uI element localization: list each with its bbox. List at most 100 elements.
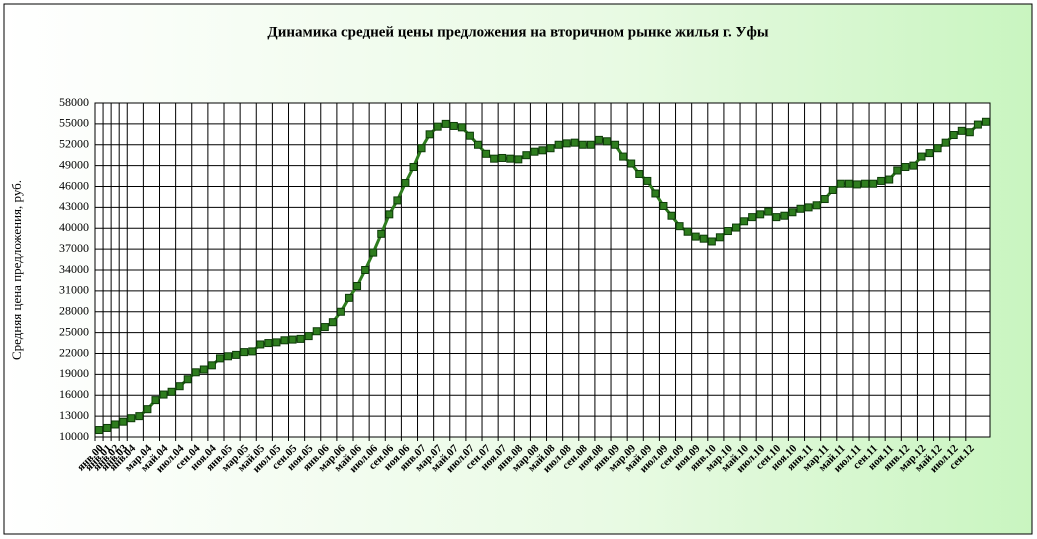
data-point	[353, 282, 362, 291]
y-tick-label: 28000	[59, 304, 89, 318]
data-point	[207, 361, 216, 370]
data-point	[594, 135, 603, 144]
data-point	[667, 211, 676, 220]
data-point	[280, 336, 289, 345]
data-point	[288, 335, 297, 344]
data-point	[417, 144, 426, 153]
data-point	[199, 365, 208, 374]
data-point	[385, 210, 394, 219]
y-tick-label: 43000	[59, 199, 89, 213]
data-point	[675, 222, 684, 231]
y-tick-label: 13000	[59, 408, 89, 422]
y-tick-label: 31000	[59, 283, 89, 297]
data-point	[957, 126, 966, 135]
data-point	[490, 154, 499, 163]
data-point	[981, 117, 990, 126]
data-point	[877, 176, 886, 185]
y-tick-label: 55000	[59, 116, 89, 130]
data-point	[917, 152, 926, 161]
data-point	[272, 338, 281, 347]
data-point	[933, 144, 942, 153]
data-point	[570, 138, 579, 147]
y-tick-label: 34000	[59, 262, 89, 276]
data-point	[659, 201, 668, 210]
data-point	[151, 396, 160, 405]
y-tick-label: 40000	[59, 220, 89, 234]
data-point	[240, 348, 249, 357]
data-point	[506, 154, 515, 163]
data-point	[95, 426, 104, 435]
data-point	[473, 140, 482, 149]
data-point	[546, 144, 555, 153]
data-point	[256, 340, 265, 349]
data-point	[127, 414, 136, 423]
data-point	[901, 163, 910, 172]
data-point	[425, 130, 434, 139]
data-point	[409, 163, 418, 172]
y-tick-label: 22000	[59, 345, 89, 359]
data-point	[562, 139, 571, 148]
data-point	[514, 155, 523, 164]
data-point	[369, 248, 378, 257]
data-point	[603, 137, 612, 146]
y-tick-label: 49000	[59, 157, 89, 171]
y-axis-title: Средняя цена предложения, руб.	[9, 180, 24, 360]
data-point	[893, 166, 902, 175]
data-point	[103, 423, 112, 432]
y-tick-label: 25000	[59, 324, 89, 338]
data-point	[965, 128, 974, 137]
data-point	[377, 229, 386, 238]
data-point	[232, 350, 241, 359]
data-point	[732, 223, 741, 232]
data-point	[441, 119, 450, 128]
data-point	[941, 138, 950, 147]
data-point	[175, 382, 184, 391]
data-point	[836, 179, 845, 188]
y-tick-label: 52000	[59, 137, 89, 151]
data-point	[804, 203, 813, 212]
data-point	[869, 179, 878, 188]
data-point	[465, 131, 474, 140]
data-point	[344, 293, 353, 302]
data-point	[651, 189, 660, 198]
data-point	[812, 201, 821, 210]
data-point	[522, 151, 531, 160]
data-point	[224, 352, 233, 361]
data-point	[772, 213, 781, 222]
data-point	[691, 232, 700, 241]
data-point	[740, 217, 749, 226]
data-point	[764, 207, 773, 216]
data-point	[312, 327, 321, 336]
data-point	[530, 147, 539, 156]
data-point	[135, 412, 144, 421]
data-point	[780, 211, 789, 220]
data-point	[248, 347, 257, 356]
data-point	[820, 195, 829, 204]
y-tick-label: 10000	[59, 429, 89, 443]
data-point	[498, 153, 507, 162]
data-point	[844, 179, 853, 188]
data-point	[401, 179, 410, 188]
data-point	[361, 266, 370, 274]
data-point	[320, 323, 329, 332]
data-point	[861, 179, 870, 188]
data-point	[852, 180, 861, 189]
data-point	[909, 161, 918, 170]
data-point	[554, 140, 563, 149]
data-point	[748, 213, 757, 222]
data-point	[683, 227, 692, 236]
data-point	[304, 332, 313, 341]
data-point	[635, 169, 644, 178]
data-point	[973, 120, 982, 129]
data-point	[643, 176, 652, 185]
data-point	[296, 334, 305, 343]
data-point	[143, 405, 152, 414]
data-point	[578, 140, 587, 149]
data-point	[538, 146, 547, 155]
data-point	[264, 339, 273, 348]
data-point	[191, 368, 200, 377]
data-point	[215, 354, 224, 363]
y-tick-label: 58000	[59, 95, 89, 109]
y-tick-label: 37000	[59, 241, 89, 255]
data-point	[457, 123, 466, 132]
